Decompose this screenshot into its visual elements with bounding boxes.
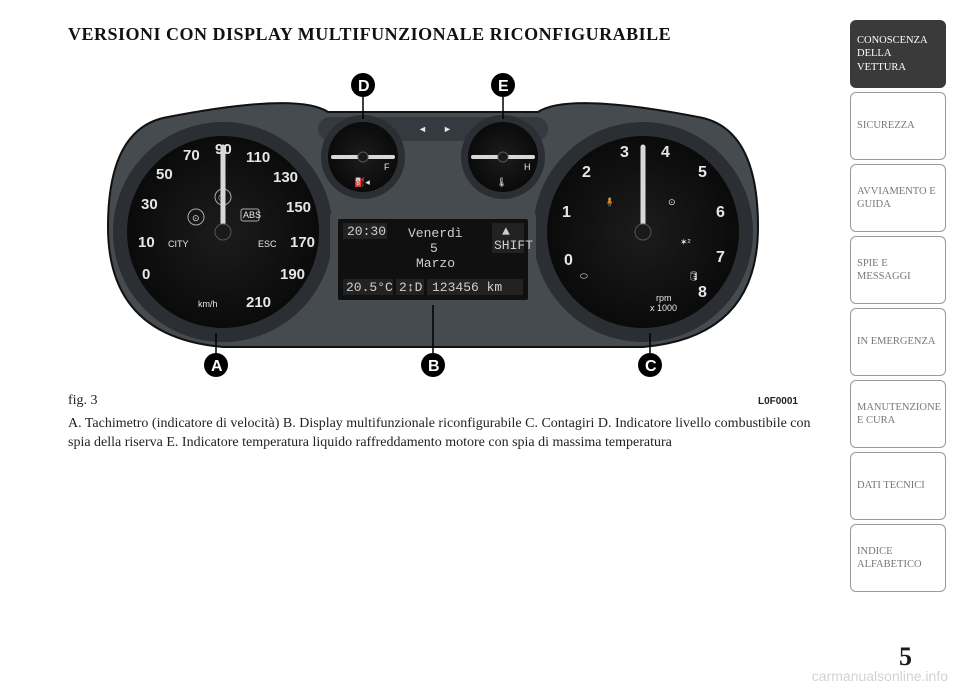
page-heading: VERSIONI CON DISPLAY MULTIFUNZIONALE RIC… (68, 24, 828, 45)
tab-label: AVVIAMENTO E GUIDA (857, 185, 939, 211)
oil-icon: 🛢 (688, 271, 699, 281)
display-date-num: 5 (430, 241, 438, 256)
figure-code: L0F0001 (758, 396, 798, 407)
speedo-hub (215, 224, 231, 240)
tab-label: IN EMERGENZA (857, 335, 935, 348)
tacho-7: 7 (716, 249, 725, 266)
temp-hub (498, 152, 508, 162)
figure-label: fig. 3 (68, 393, 98, 409)
display-odo: 123456 km (432, 280, 502, 295)
svg-text:E: E (498, 78, 509, 95)
section-tabs: CONOSCENZA DELLA VETTURA SICUREZZA AVVIA… (850, 20, 946, 596)
tab-label: DATI TECNICI (857, 479, 925, 492)
airbag-icon: ⊙ (668, 197, 676, 207)
speedo-tick-10: 10 (138, 234, 155, 251)
tacho-3: 3 (620, 144, 629, 161)
abs-label: ABS (243, 210, 261, 220)
speedo-tick-50: 50 (156, 166, 173, 183)
fuel-pump-icon: ⛽◂ (354, 176, 370, 187)
tacho-1: 1 (562, 204, 571, 221)
tab-spie[interactable]: SPIE E MESSAGGI (850, 236, 946, 304)
display-month: Marzo (416, 256, 455, 271)
fuel-f-label: F (384, 162, 390, 172)
airbag2-icon: ✶² (680, 237, 691, 247)
tab-sicurezza[interactable]: SICUREZZA (850, 92, 946, 160)
esc-label: ESC (258, 239, 277, 249)
watermark: carmanualsonline.info (812, 668, 948, 684)
speedo-unit: km/h (198, 299, 218, 309)
svg-text:C: C (645, 358, 657, 375)
figure-caption: A. Tachimetro (indicatore di velocità) B… (68, 415, 828, 453)
tacho-6: 6 (716, 204, 725, 221)
tab-indice[interactable]: INDICE ALFABETICO (850, 524, 946, 592)
tacho-unit-1: rpm (656, 293, 672, 303)
arrow-left-icon: ◄ (418, 124, 427, 134)
tacho-unit-2: x 1000 (650, 303, 677, 313)
seatbelt-icon: 🧍 (604, 196, 615, 207)
tacho-8: 8 (698, 284, 707, 301)
svg-text:B: B (428, 358, 440, 375)
city-label: CITY (168, 239, 189, 249)
instrument-cluster-figure: ≡D ⊚ ◄ ► ≡D (⊃ 0 10 30 50 70 90 110 130 … (68, 57, 798, 387)
speedo-tick-170: 170 (290, 234, 315, 251)
tab-label: INDICE ALFABETICO (857, 545, 939, 571)
tacho-hub (635, 224, 651, 240)
tab-dati-tecnici[interactable]: DATI TECNICI (850, 452, 946, 520)
temp-thermo-icon: 🌡 (496, 177, 507, 187)
tab-avviamento[interactable]: AVVIAMENTO E GUIDA (850, 164, 946, 232)
shift-label: SHIFT (494, 238, 533, 253)
tacho-4: 4 (661, 144, 670, 161)
speedo-tick-130: 130 (273, 169, 298, 186)
temp-h-label: H (524, 162, 531, 172)
speedo-tick-190: 190 (280, 266, 305, 283)
warning-icon-glyph: ⊙ (192, 213, 200, 223)
tab-emergenza[interactable]: IN EMERGENZA (850, 308, 946, 376)
tacho-5: 5 (698, 164, 707, 181)
svg-text:A: A (211, 358, 223, 375)
cluster-svg: ≡D ⊚ ◄ ► ≡D (⊃ 0 10 30 50 70 90 110 130 … (68, 57, 798, 387)
tab-label: MANUTENZIONE E CURA (857, 401, 941, 427)
speedo-tick-30: 30 (141, 196, 158, 213)
svg-text:D: D (358, 78, 370, 95)
speedo-tick-210: 210 (246, 294, 271, 311)
display-outside-temp: 20.5°C (346, 280, 393, 295)
speedo-tick-0: 0 (142, 266, 150, 283)
speedo-tick-150: 150 (286, 199, 311, 216)
tab-label: SICUREZZA (857, 119, 915, 132)
speedo-tick-110: 110 (246, 149, 270, 166)
fuel-hub (358, 152, 368, 162)
tacho-0: 0 (564, 252, 573, 269)
engine-icon: ⬭ (580, 271, 588, 281)
display-day: Venerdì (408, 226, 463, 241)
tab-label: SPIE E MESSAGGI (857, 257, 939, 283)
display-gear: 2↕D (399, 280, 423, 295)
tab-conoscenza[interactable]: CONOSCENZA DELLA VETTURA (850, 20, 946, 88)
tacho-2: 2 (582, 164, 591, 181)
tab-label: CONOSCENZA DELLA VETTURA (857, 34, 939, 73)
display-time: 20:30 (347, 224, 386, 239)
speedo-tick-70: 70 (183, 147, 200, 164)
arrow-right-icon: ► (443, 124, 452, 134)
shift-arrow-icon: ▲ (502, 224, 510, 239)
tab-manutenzione[interactable]: MANUTENZIONE E CURA (850, 380, 946, 448)
